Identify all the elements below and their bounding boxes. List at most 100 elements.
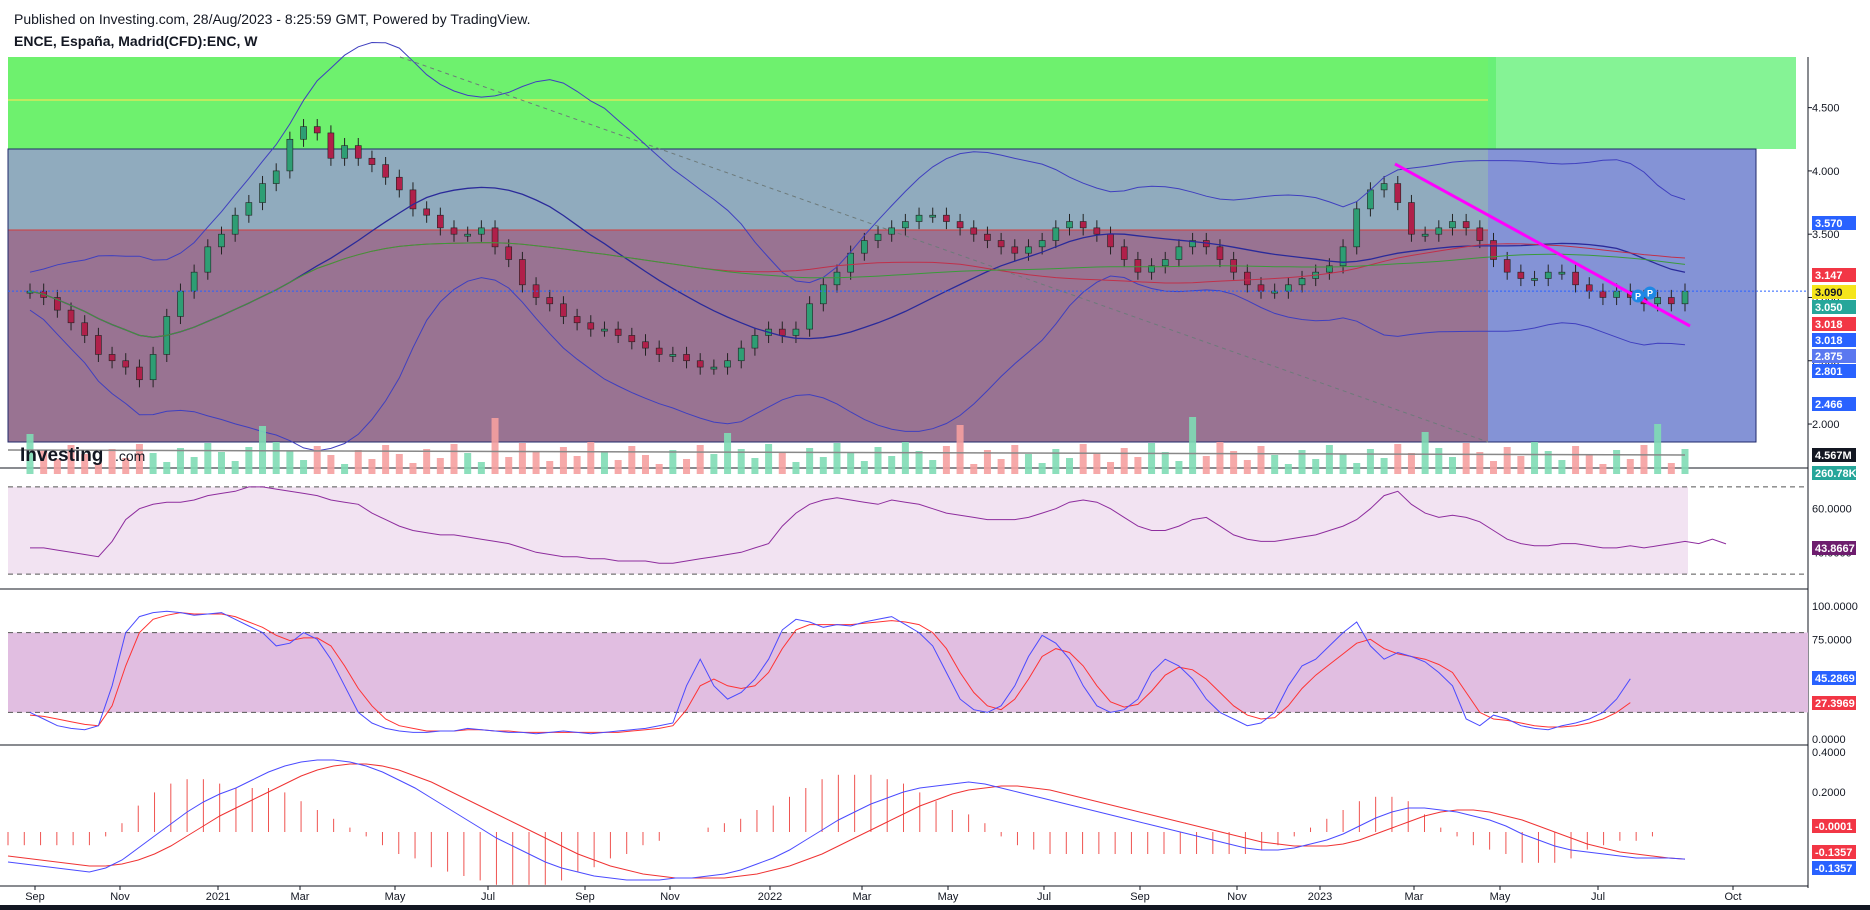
volume-bar (1298, 450, 1306, 474)
price-tag-bg (1812, 333, 1856, 347)
candle-body (1161, 259, 1169, 267)
candle-body (382, 164, 389, 178)
candle-body (368, 157, 376, 165)
volume-bar (1353, 463, 1361, 474)
volume-bar (1312, 459, 1320, 474)
candle-body (1257, 284, 1265, 292)
candle-body (218, 233, 225, 248)
stoch-d-line (29, 612, 1631, 733)
volume-bar (491, 418, 499, 474)
volume-bar (1134, 457, 1142, 474)
macd-tag-bg (1812, 845, 1856, 859)
volume-bar (286, 451, 294, 474)
stoch-tag-bg (1812, 671, 1856, 685)
volume-bar (1558, 460, 1566, 474)
volume-bar (190, 457, 198, 474)
published-caption: Published on Investing.com, 28/Aug/2023 … (14, 11, 531, 27)
volume-bar (1407, 453, 1415, 474)
volume-bar (1202, 456, 1210, 474)
candle-body (820, 284, 827, 305)
candle-body (450, 227, 458, 235)
zone-red (8, 230, 1488, 442)
volume-bar (409, 463, 417, 474)
volume-bar (40, 450, 48, 474)
candle-body (628, 335, 636, 343)
volume-bar (847, 452, 855, 474)
volume-bar (505, 457, 513, 474)
candle-body (956, 221, 964, 229)
candle-body (1244, 271, 1251, 286)
volume-bar (655, 464, 663, 474)
candle-body (136, 366, 143, 381)
candle-body (1298, 278, 1306, 286)
candle-body (1613, 290, 1620, 298)
candle-body (204, 246, 212, 273)
volume-bar (929, 460, 937, 474)
price-tag: 2.466 (1815, 399, 1843, 411)
candle-body (1544, 271, 1552, 279)
volume-bar (1544, 451, 1552, 474)
volume-tag: 4.567M (1815, 450, 1852, 462)
candle-body (409, 189, 417, 210)
candle-body (1599, 290, 1607, 298)
volume-bar (1107, 462, 1115, 474)
volume-bar (1517, 456, 1525, 474)
candle-body (300, 126, 307, 140)
bb-lower-line (29, 275, 1686, 452)
volume-bar (1024, 454, 1032, 474)
stoch-tick-label: 0.0000 (1812, 734, 1846, 746)
candle-body (67, 309, 75, 324)
volume-bar (778, 453, 786, 474)
candle-body (505, 246, 513, 260)
candle-body (1216, 246, 1224, 260)
candle-body (710, 366, 718, 370)
volume-bar (1435, 448, 1443, 474)
volume-bar (532, 452, 540, 474)
volume-tag: 260.78K (1815, 468, 1857, 480)
volume-bar (573, 456, 581, 474)
candle-body (259, 183, 266, 203)
volume-bar (272, 442, 280, 474)
price-tick-label: 2.000 (1812, 419, 1840, 431)
volume-ma-line (7, 449, 1686, 456)
price-tag: 3.018 (1815, 335, 1843, 347)
volume-bar (1640, 445, 1648, 474)
volume-bar (1462, 443, 1470, 474)
time-tick-label: May (385, 891, 406, 903)
candle-body (792, 328, 800, 336)
candle-body (122, 360, 130, 368)
candle-body (902, 221, 909, 229)
volume-bar (1490, 461, 1498, 474)
volume-bar (1120, 448, 1128, 474)
macd-tick-label: 0.4000 (1812, 747, 1846, 759)
price-tag-bg (1812, 349, 1856, 363)
volume-bar (1476, 452, 1484, 474)
candle-body (1326, 265, 1333, 273)
time-tick-label: Jul (481, 891, 495, 903)
volume-bar (450, 444, 458, 474)
price-tag: 2.875 (1815, 351, 1843, 363)
price-tag: 3.050 (1815, 302, 1843, 314)
candle-body (1134, 259, 1142, 273)
candle-body (95, 335, 102, 355)
volume-bar (683, 459, 691, 474)
volume-bar (163, 462, 171, 474)
macd-tag: -0.1357 (1815, 847, 1852, 859)
candle-body (1421, 233, 1429, 237)
candle-body (1531, 278, 1538, 281)
candle-body (286, 138, 294, 172)
candle-body (478, 227, 485, 235)
volume-bar (888, 456, 896, 474)
volume-bar (149, 453, 157, 474)
candle-body (327, 132, 335, 159)
volume-bar (477, 462, 485, 474)
volume-bar (983, 450, 991, 474)
candle-body (1462, 221, 1470, 229)
volume-bar (464, 453, 472, 474)
volume-bar (1626, 459, 1634, 474)
candle-body (1120, 246, 1128, 260)
candle-body (1271, 290, 1278, 294)
price-tag-bg (1812, 300, 1856, 314)
volume-bar (1599, 464, 1607, 474)
